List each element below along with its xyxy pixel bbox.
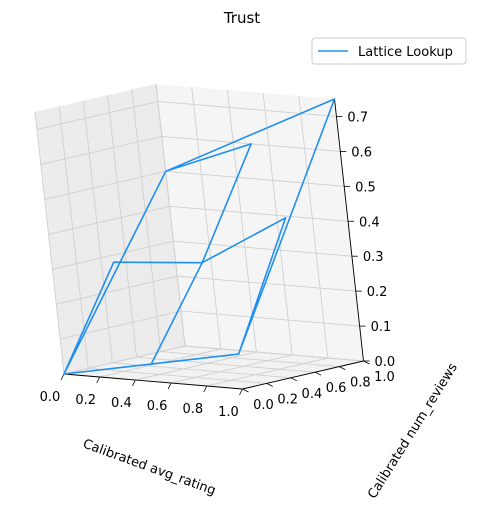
- series-point: [285, 217, 287, 219]
- floor-gridline-x: [206, 357, 328, 387]
- x-tick-label: 0.4: [111, 396, 132, 411]
- gridlines: [34, 83, 364, 390]
- y-tick-mark: [266, 383, 273, 387]
- back-gridline-z: [165, 170, 345, 187]
- z-tick-label: 0.7: [347, 110, 368, 125]
- y-tick-label: 1.0: [374, 370, 395, 385]
- z-tick-label: 0.4: [359, 215, 380, 230]
- left-gridline-z: [44, 170, 166, 200]
- back-gridline-x: [298, 95, 329, 359]
- z-tick-label: 0.2: [367, 285, 388, 300]
- series-layer: [63, 98, 336, 375]
- left-pane: [35, 84, 185, 374]
- x-tick-label: 0.6: [147, 399, 168, 414]
- series-point: [113, 261, 115, 263]
- series-point: [201, 262, 203, 264]
- y-tick-label: 0.4: [302, 387, 323, 402]
- left-gridline-y: [155, 83, 186, 347]
- left-gridline-z: [48, 205, 170, 235]
- legend: Lattice Lookup: [311, 37, 467, 65]
- z-tick-label: 0.1: [371, 320, 392, 335]
- x-tick-label: 0.8: [182, 402, 203, 417]
- back-gridline-x: [262, 92, 293, 356]
- x-axis-label: Calibrated avg_rating: [81, 437, 218, 499]
- left-gridline-y: [34, 111, 65, 375]
- series-point: [150, 363, 152, 365]
- left-gridline-z: [52, 240, 174, 270]
- floor-gridline-y: [88, 367, 267, 384]
- left-gridline-y: [131, 89, 162, 352]
- back-pane: [156, 84, 364, 361]
- y-tick-label: 0.2: [277, 392, 298, 407]
- left-gridline-z: [36, 101, 159, 130]
- y-tick-mark: [339, 366, 346, 370]
- z-tick-label: 0.6: [351, 145, 372, 160]
- left-gridline-y: [107, 95, 138, 358]
- left-gridline-y: [58, 106, 89, 369]
- chart-title: Trust: [223, 9, 260, 27]
- x-tick-mark: [239, 388, 243, 396]
- z-tick-label: 0.3: [363, 250, 384, 265]
- x-tick-label: 0.0: [40, 390, 61, 405]
- floor-gridline-x: [170, 354, 293, 384]
- x-tick-label: 1.0: [218, 405, 239, 420]
- back-gridline-z: [184, 345, 364, 362]
- legend-item-label: Lattice Lookup: [358, 45, 453, 60]
- floor-gridline-y: [160, 351, 340, 368]
- series-point: [63, 373, 65, 375]
- z-tick-label: 0.5: [355, 180, 376, 195]
- x-tick-mark: [96, 376, 101, 384]
- back-gridline-z: [157, 101, 337, 117]
- y-tick-label: 0.0: [253, 398, 274, 413]
- left-gridline-z: [63, 345, 186, 375]
- floor-gridline-y: [136, 356, 316, 373]
- series-point: [165, 170, 167, 172]
- x-tick-mark: [132, 379, 136, 387]
- series-point: [333, 98, 336, 100]
- legend-box: [311, 37, 467, 65]
- axis-lines: [60, 98, 370, 396]
- y-tick-mark: [314, 371, 322, 376]
- left-gridline-z: [60, 310, 182, 340]
- series-point: [250, 143, 252, 145]
- y-axis-line: [242, 360, 364, 390]
- back-gridline-z: [173, 240, 352, 257]
- y-tick-mark: [363, 360, 370, 365]
- series-point: [238, 353, 240, 355]
- back-gridline-z: [181, 310, 360, 327]
- back-gridline-z: [177, 275, 356, 292]
- back-gridline-x: [226, 89, 257, 353]
- back-gridline-x: [191, 86, 222, 350]
- z-tick-label: 0.0: [375, 355, 396, 370]
- x-tick-mark: [60, 373, 65, 381]
- y-tick-label: 0.8: [350, 376, 371, 391]
- y-tick-mark: [242, 388, 249, 393]
- x-tick-mark: [167, 382, 172, 390]
- y-tick-mark: [290, 377, 298, 382]
- x-tick-label: 0.2: [75, 393, 96, 408]
- back-gridline-z: [169, 205, 349, 222]
- floor-gridline-x: [135, 351, 257, 381]
- left-gridline-z: [40, 135, 162, 165]
- x-tick-mark: [203, 385, 208, 393]
- tick-labels: 0.0 0.2 0.4 0.6 0.8 1.0 0.0 0.2 0.4 0.6 0.8 1.00.00…: [40, 110, 396, 420]
- x-axis-line: [63, 373, 243, 390]
- z-axis-line: [334, 98, 364, 362]
- left-gridline-y: [82, 100, 113, 363]
- y-tick-label: 0.6: [326, 381, 347, 396]
- left-gridline-z: [56, 275, 178, 305]
